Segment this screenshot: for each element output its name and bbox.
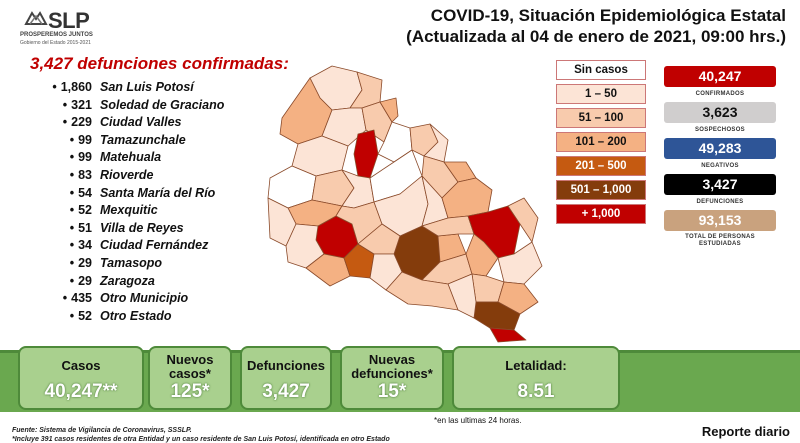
stat-confirmed-value: 40,247 [664,66,776,87]
deaths-heading: 3,427 defunciones confirmadas: [30,54,289,73]
map-region [385,271,459,311]
muni-count: 99 [70,133,92,147]
muni-count: 435 [63,291,92,305]
legend-item: 101 – 200 [556,132,646,152]
list-item: 1,860 San Luis Potosí [18,80,258,98]
card-value: 40,247** [44,381,118,402]
logo-slogan: PROSPEREMOS JUNTOS [20,32,93,38]
list-item: 29 Tamasopo [18,256,258,274]
source-note: Fuente: Sistema de Vigilancia de Coronav… [12,427,192,434]
muni-name: Soledad de Graciano [100,97,225,112]
summary-card-deaths: Defunciones 3,427 [240,346,332,410]
muni-name: Tamasopo [100,255,163,270]
stat-negative-label: NEGATIVOS [701,163,739,169]
page-title: COVID-19, Situación Epidemiológica Estat… [430,6,786,25]
muni-name: San Luis Potosí [100,80,194,94]
card-label: Nuevos casos* [166,352,214,381]
muni-name: Mexquitic [100,203,158,218]
stat-confirmed-label: CONFIRMADOS [695,91,745,97]
card-label: Casos [61,358,101,373]
legend-item: 501 – 1,000 [556,180,646,200]
summary-card-lethality: Letalidad: 8.51 [452,346,620,410]
summary-card-new-cases: Nuevos casos* 125* [148,346,232,410]
muni-count: 52 [70,309,92,323]
card-label: Defunciones [246,358,325,373]
list-item: 51 Villa de Reyes [18,221,258,239]
muni-count: 34 [70,238,92,252]
stat-negative-value: 49,283 [664,138,776,159]
muni-name: Rioverde [100,167,154,182]
legend-item: Sin casos [556,60,646,80]
card-value: 3,427 [262,381,310,402]
stat-suspected-label: SOSPECHOSOS [695,127,745,133]
list-item: 321 Soledad de Graciano [18,98,258,116]
legend-item: 1 – 50 [556,84,646,104]
muni-count: 54 [70,186,92,200]
municipality-list: 1,860 San Luis Potosí 321 Soledad de Graci… [18,80,258,326]
logo-subtitle: Gobierno del Estado 2015-2021 [20,40,91,46]
slp-logo: SLP PROSPEREMOS JUNTOS Gobierno del Esta… [18,8,110,50]
muni-count: 29 [70,256,92,270]
muni-name: Santa María del Río [100,185,216,200]
report-label: Reporte diario [701,424,790,439]
muni-count: 321 [63,98,92,112]
cases-note: *Incluye 391 casos residentes de otra En… [12,436,390,443]
map-region [305,253,351,287]
list-item: 54 Santa María del Río [18,186,258,204]
map-region [353,129,379,179]
muni-count: 1,860 [52,80,92,94]
map-region [489,327,527,343]
summary-card-cases: Casos 40,247** [18,346,144,410]
muni-name: Matehuala [100,150,162,165]
list-item: 83 Rioverde [18,168,258,186]
map-region [507,197,539,243]
footnote-24h: *en las ultimas 24 horas. [434,416,522,425]
page-subtitle: (Actualizada al 04 de enero de 2021, 09:… [406,27,786,46]
muni-count: 83 [70,168,92,182]
muni-count: 99 [70,150,92,164]
list-item: 229 Ciudad Valles [18,115,258,133]
list-item: 52 Mexquitic [18,203,258,221]
stat-studied-label: TOTAL DE PERSONAS ESTUDIADAS [685,234,755,247]
legend-item: 51 – 100 [556,108,646,128]
card-label: Letalidad: [505,358,567,373]
stats-panel: 40,247 CONFIRMADOS 3,623 SOSPECHOSOS 49,… [664,66,776,249]
muni-name: Ciudad Valles [100,115,182,130]
map-legend: Sin casos 1 – 50 51 – 100 101 – 200 201 … [556,60,646,228]
list-item: 52 Otro Estado [18,309,258,327]
card-label: Nuevas defunciones* [351,352,433,381]
muni-name: Zaragoza [100,273,155,288]
summary-card-new-deaths: Nuevas defunciones* 15* [340,346,444,410]
list-item: 34 Ciudad Fernández [18,238,258,256]
legend-item: + 1,000 [556,204,646,224]
muni-count: 52 [70,203,92,217]
list-item: 99 Tamazunchale [18,133,258,151]
card-value: 15* [377,381,407,402]
muni-name: Villa de Reyes [100,220,184,235]
map-region [497,281,539,315]
list-item: 99 Matehuala [18,150,258,168]
map-region [379,97,399,123]
muni-count: 29 [70,274,92,288]
muni-count: 229 [63,115,92,129]
map-region [285,223,325,269]
card-value: 8.51 [517,381,555,402]
stat-studied-value: 93,153 [664,210,776,231]
logo-name: SLP [48,8,90,33]
muni-name: Ciudad Fernández [100,238,209,253]
stat-deaths-label: DEFUNCIONES [696,199,744,205]
muni-name: Otro Municipio [100,291,189,306]
slp-logo-icon [24,11,48,25]
muni-name: Tamazunchale [100,132,186,147]
list-item: 29 Zaragoza [18,274,258,292]
muni-name: Otro Estado [100,308,172,323]
stat-deaths-value: 3,427 [664,174,776,195]
legend-item: 201 – 500 [556,156,646,176]
list-item: 435 Otro Municipio [18,291,258,309]
muni-count: 51 [70,221,92,235]
card-value: 125* [170,381,210,402]
stat-suspected-value: 3,623 [664,102,776,123]
state-map [267,65,543,343]
